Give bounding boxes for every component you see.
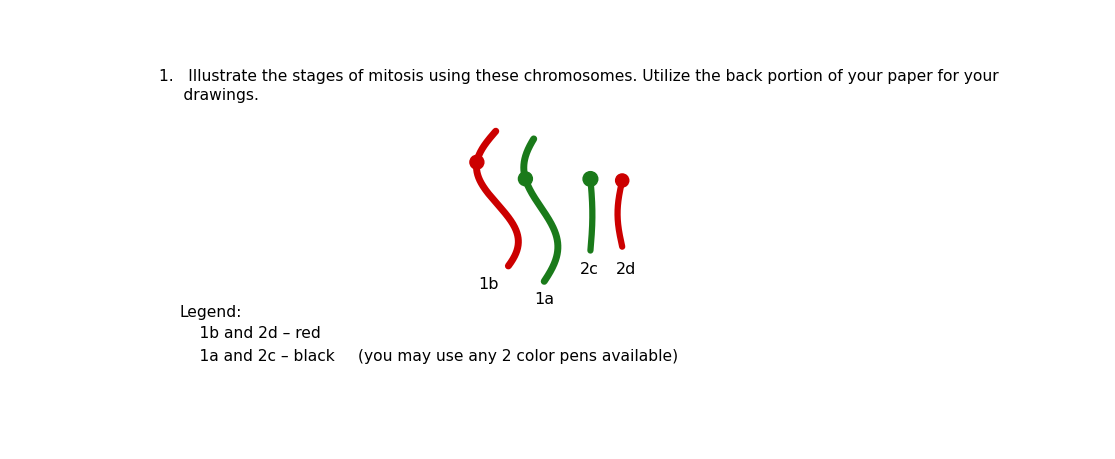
Circle shape [615,174,629,188]
Circle shape [469,156,484,170]
Text: 2d: 2d [615,261,637,276]
Text: Legend:: Legend: [180,305,242,320]
Text: 1a: 1a [534,292,555,307]
Text: 1.   Illustrate the stages of mitosis using these chromosomes. Utilize the back : 1. Illustrate the stages of mitosis usin… [158,69,998,84]
Circle shape [518,173,532,186]
Text: 2c: 2c [580,261,599,276]
Text: 1b: 1b [478,276,498,291]
Text: (you may use any 2 color pens available): (you may use any 2 color pens available) [313,348,678,364]
Text: drawings.: drawings. [158,87,259,102]
Text: 1b and 2d – red: 1b and 2d – red [180,325,320,341]
Circle shape [583,172,598,187]
Text: 1a and 2c – black: 1a and 2c – black [180,348,334,364]
